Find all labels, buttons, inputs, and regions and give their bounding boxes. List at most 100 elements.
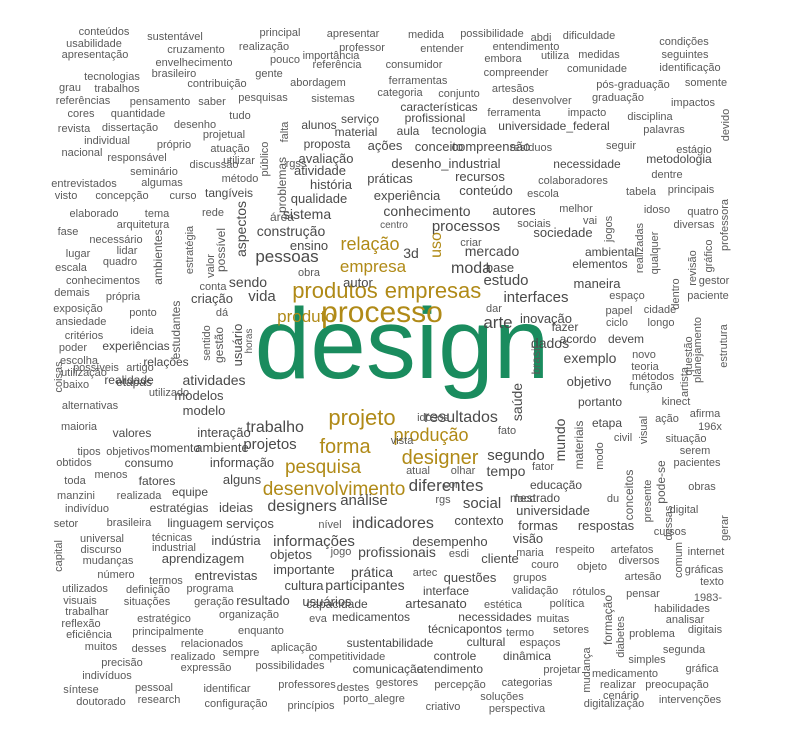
- cloud-word: seguintes: [661, 49, 709, 61]
- cloud-word: lugar: [66, 248, 91, 260]
- cloud-word: civil: [614, 432, 632, 444]
- cloud-word: jogos: [603, 215, 615, 243]
- cloud-word: possibilidade: [460, 28, 524, 40]
- cloud-word: principais: [668, 184, 715, 196]
- cloud-word: somente: [685, 77, 727, 89]
- cloud-word: entrevistados: [51, 178, 117, 190]
- cloud-word: relacionados: [181, 638, 244, 650]
- cloud-word: política: [550, 598, 586, 610]
- cloud-word: empresa: [340, 257, 407, 276]
- cloud-word: presente: [642, 480, 654, 523]
- cloud-word: escolha: [60, 355, 99, 367]
- cloud-word: estratégias: [150, 501, 209, 515]
- cloud-word: organização: [219, 609, 279, 621]
- cloud-word: alguns: [223, 472, 262, 487]
- cloud-word: idosos: [417, 412, 449, 424]
- cloud-word: programa: [186, 583, 234, 595]
- cloud-word: indicadores: [352, 515, 434, 532]
- cloud-word: problema: [629, 628, 676, 640]
- cloud-word: cruzamento: [167, 44, 224, 56]
- cloud-word: medicamentos: [332, 610, 410, 624]
- cloud-word: visão: [513, 531, 543, 546]
- cloud-word: comunicação: [353, 662, 424, 676]
- cloud-word: professor: [339, 42, 385, 54]
- cloud-word: valores: [113, 426, 152, 440]
- cloud-word: usuários: [302, 594, 352, 609]
- cloud-word: modelo: [183, 403, 226, 418]
- cloud-word: portanto: [578, 395, 622, 409]
- cloud-word: setor: [54, 518, 79, 530]
- cloud-word: ação: [655, 413, 679, 425]
- cloud-word: embora: [484, 53, 522, 65]
- cloud-word: conta: [200, 281, 228, 293]
- cloud-word: momento: [150, 441, 200, 455]
- cloud-word: indivíduo: [65, 503, 109, 515]
- cloud-word: empresas: [385, 278, 482, 303]
- cloud-word: abdi: [531, 32, 552, 44]
- cloud-word: sempre: [223, 647, 260, 659]
- cloud-word: estética: [484, 599, 523, 611]
- cloud-word: base: [486, 260, 514, 275]
- cloud-word: metodologia: [646, 152, 712, 166]
- cloud-word: utiliza: [541, 50, 570, 62]
- cloud-word: conhecimento: [383, 203, 470, 219]
- cloud-word: artefatos: [611, 544, 654, 556]
- cloud-word: aplicação: [271, 642, 317, 654]
- cloud-word: fase: [58, 226, 79, 238]
- cloud-word: objeto: [577, 561, 607, 573]
- cloud-word: expressão: [181, 662, 232, 674]
- cloud-word: termos: [149, 575, 183, 587]
- cloud-word: atuação: [210, 143, 249, 155]
- cloud-word: rgss: [286, 158, 307, 170]
- cloud-word: mercado: [465, 243, 520, 259]
- cloud-word: arte: [483, 313, 512, 332]
- cloud-word: profissional: [405, 111, 466, 125]
- cloud-word: sendo: [229, 274, 267, 290]
- cloud-word: toda: [64, 475, 86, 487]
- cloud-word: reflexão: [61, 618, 100, 630]
- cloud-word: técnicas: [152, 532, 193, 544]
- cloud-word: estratégico: [137, 613, 191, 625]
- cloud-word: acordo: [560, 332, 597, 346]
- cloud-word: brasileira: [107, 517, 153, 529]
- cloud-word: doutorado: [76, 696, 126, 708]
- cloud-word: proposta: [304, 137, 351, 151]
- cloud-word: maneira: [574, 276, 622, 291]
- cloud-word: diversas: [674, 219, 715, 231]
- cloud-word: prática: [351, 564, 393, 580]
- cloud-word: aula: [397, 124, 420, 138]
- cloud-word: kinect: [662, 396, 691, 408]
- cloud-word: dinâmica: [503, 649, 551, 663]
- cloud-word: tudo: [229, 110, 250, 122]
- cloud-word: vida: [248, 288, 276, 305]
- cloud-word: estrutura: [718, 323, 730, 367]
- cloud-word: consumidor: [386, 59, 443, 71]
- cloud-word: necessário: [89, 234, 142, 246]
- cloud-word: resultados: [424, 409, 498, 426]
- cloud-word: artec: [413, 567, 438, 579]
- cloud-word: projetar: [543, 664, 581, 676]
- cloud-word: segunda: [663, 644, 706, 656]
- cloud-word: melhor: [559, 203, 593, 215]
- cloud-word: atual: [406, 465, 430, 477]
- cloud-word: desenho: [174, 119, 216, 131]
- cloud-word: digital: [670, 504, 699, 516]
- cloud-word: configuração: [205, 698, 268, 710]
- cloud-word: gente: [255, 68, 283, 80]
- cloud-word: cultural: [467, 635, 506, 649]
- cloud-word: universidade_federal: [498, 119, 609, 133]
- cloud-word: pensamento: [130, 96, 191, 108]
- cloud-word: dessas: [663, 505, 675, 540]
- cloud-word: pessoas: [255, 247, 318, 266]
- cloud-word: modelos: [174, 388, 224, 403]
- cloud-word: usabilidade: [66, 38, 122, 50]
- cloud-word: utilizar: [223, 155, 255, 167]
- cloud-word: análise: [340, 492, 388, 509]
- cloud-word: eva: [309, 613, 328, 625]
- cloud-word: recursos: [455, 169, 505, 184]
- cloud-word: questão: [683, 336, 695, 375]
- cloud-word: jogo: [330, 546, 352, 558]
- cloud-word: técnica: [428, 622, 466, 636]
- cloud-word: palavras: [643, 124, 685, 136]
